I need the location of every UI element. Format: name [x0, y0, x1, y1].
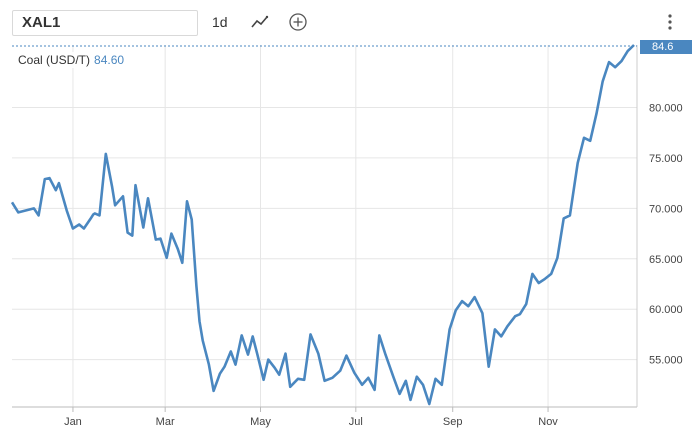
legend-series-value: 84.60 [94, 53, 125, 67]
legend: Coal (USD/T) 84.60 [16, 52, 127, 68]
x-tick-label: Jan [64, 416, 82, 428]
x-tick-label: Sep [443, 416, 463, 428]
x-axis-ticks: Jan Mar May Jul Sep Nov [64, 407, 558, 428]
legend-series-name: Coal (USD/T) [18, 53, 91, 67]
y-axis-ticks: 55.000 60.000 65.000 70.000 75.000 80.000 [649, 103, 683, 367]
y-tick-label: 65.000 [649, 254, 683, 266]
plus-circle-icon[interactable] [288, 12, 308, 32]
period-selector[interactable]: 1d [212, 14, 228, 30]
line-chart-icon[interactable] [250, 12, 270, 32]
series-line-coal [10, 44, 635, 406]
y-tick-label: 70.000 [649, 203, 683, 215]
y-tick-label: 55.000 [649, 355, 683, 367]
symbol-input[interactable]: XAL1 [12, 10, 198, 36]
y-tick-label: 60.000 [649, 304, 683, 316]
y-tick-label: 80.000 [649, 103, 683, 115]
x-tick-label: Nov [538, 416, 558, 428]
series-layer [10, 44, 635, 406]
x-tick-label: Mar [156, 416, 175, 428]
x-tick-label: May [250, 416, 271, 428]
x-tick-label: Jul [349, 416, 363, 428]
gridlines [12, 45, 637, 407]
y-tick-label: 75.000 [649, 153, 683, 165]
vertical-dots-icon[interactable] [660, 12, 680, 32]
chart-toolbar: XAL1 1d [0, 0, 698, 45]
last-price-tag: 84.6 [640, 40, 692, 54]
